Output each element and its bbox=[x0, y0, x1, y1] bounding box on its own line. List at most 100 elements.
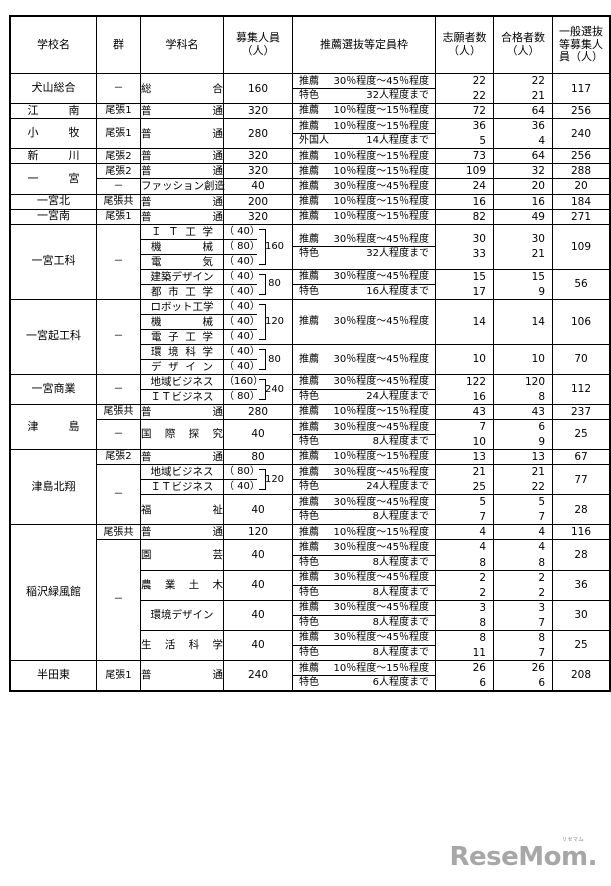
quota-label: 推薦 bbox=[299, 233, 319, 245]
quota-label: 推薦 bbox=[299, 353, 319, 365]
subject-capacity: （ 40） bbox=[223, 254, 260, 269]
col-header-capacity-line1: 募集人員 bbox=[236, 31, 280, 45]
col-header-general-line1: 一般選抜 bbox=[559, 25, 603, 39]
number-line: 21 bbox=[472, 466, 486, 479]
quota-cell: 推薦 30％程度～45％程度 特色 8人程度まで bbox=[292, 599, 436, 631]
quota-line: 推薦 30％程度～45％程度 bbox=[293, 75, 435, 89]
number-line: 2 bbox=[479, 586, 486, 599]
capacity-cell: 160 bbox=[223, 72, 293, 105]
number-line: 3 bbox=[479, 601, 486, 614]
quota-label: 推薦 bbox=[299, 376, 319, 388]
quota-label: 推薦 bbox=[299, 632, 319, 644]
spread-char: 普 bbox=[141, 451, 152, 464]
quota-value: 10％程度～15％程度 bbox=[333, 662, 429, 674]
quota-label: 推薦 bbox=[299, 542, 319, 553]
col-header-applicants: 志願者数 （人） bbox=[435, 16, 494, 74]
capacity-cell: 280 bbox=[223, 118, 293, 150]
capacity-cell: 40 bbox=[223, 539, 293, 571]
capacity-cell: 320 bbox=[223, 163, 293, 180]
quota-separator bbox=[293, 554, 435, 556]
quota-value: 30％程度～45％程度 bbox=[333, 466, 429, 478]
spread-text: 普通 bbox=[141, 406, 223, 418]
quota-label: 特色 bbox=[299, 646, 319, 658]
quota-value: 10％程度～15％程度 bbox=[333, 150, 429, 162]
spread-char: 通 bbox=[212, 127, 224, 140]
school-name-cell: 一宮商業 bbox=[10, 373, 97, 405]
spread-text: 機械 bbox=[151, 241, 213, 253]
applicants-cell: 43 bbox=[435, 403, 494, 420]
spread-text: 電気 bbox=[151, 256, 213, 268]
capacity-cell: 40 bbox=[223, 178, 293, 195]
spread-char: Ｉ bbox=[151, 225, 162, 238]
spread-text: 普通 bbox=[141, 150, 223, 162]
group-total-value: 160 bbox=[264, 240, 285, 252]
passers-cell: 120 8 bbox=[493, 373, 553, 405]
number-line: 36 bbox=[472, 120, 486, 133]
subject-capacity: （ 80） bbox=[223, 239, 260, 255]
quota-label: 推薦 bbox=[299, 466, 319, 478]
group-bracket bbox=[259, 378, 266, 400]
number-line: 5 bbox=[538, 496, 545, 509]
quota-cell: 推薦 30％程度～45％程度 bbox=[292, 343, 436, 375]
spread-char: 学 bbox=[202, 285, 213, 298]
number-line: 16 bbox=[472, 195, 486, 208]
col-header-passers: 合格者数 （人） bbox=[493, 16, 553, 74]
number-line: 15 bbox=[472, 270, 486, 283]
capacity-cell: 280 bbox=[223, 403, 293, 420]
applicants-cell: 16 bbox=[435, 193, 494, 210]
school-name-cell: 一宮 bbox=[10, 163, 97, 195]
applicants-cell: 36 5 bbox=[435, 118, 494, 150]
number-line: 10 bbox=[472, 353, 486, 366]
number-line: 17 bbox=[472, 285, 486, 298]
quota-separator bbox=[293, 479, 435, 481]
quota-line: 推薦 30％程度～45％程度 bbox=[293, 601, 435, 615]
quota-line: 推薦 30％程度～45％程度 bbox=[293, 353, 435, 367]
general-capacity-cell: 20 bbox=[552, 178, 610, 195]
general-capacity-cell: 70 bbox=[552, 343, 610, 375]
subject-subrow: デザイン （ 40） bbox=[141, 359, 292, 374]
quota-separator bbox=[293, 388, 435, 390]
quota-line: 推薦 30％程度～45％程度 bbox=[293, 631, 435, 645]
table-row: 一宮南 尾張1 普通 320 推薦 10％程度～15％程度 82 49 271 bbox=[10, 208, 610, 225]
gun-cell: 尾張1 bbox=[96, 208, 141, 225]
applicants-cell: 72 bbox=[435, 103, 494, 120]
quota-line: 推薦 10％程度～15％程度 bbox=[293, 104, 435, 118]
school-name-cell: 一宮工科 bbox=[10, 223, 97, 300]
quota-label: 推薦 bbox=[299, 165, 319, 177]
subject-cell: ファッション創造 bbox=[140, 178, 225, 195]
passers-cell: 26 6 bbox=[493, 659, 553, 692]
spread-text: 普通 bbox=[141, 105, 223, 117]
number-line: 6 bbox=[479, 677, 486, 689]
spread-text: 普通 bbox=[141, 128, 223, 140]
spread-char: 工 bbox=[185, 225, 196, 238]
quota-line: 推薦 10％程度～15％程度 bbox=[293, 165, 435, 179]
quota-label: 特色 bbox=[299, 556, 319, 568]
passers-cell: 43 bbox=[493, 403, 553, 420]
quota-value: 14人程度まで bbox=[366, 135, 429, 147]
subject-group-cell: Ｉ Ｔ 工学（ 40） 160 機械（ 80）電気（ 40） bbox=[140, 223, 293, 270]
subject-capacity: （ 40） bbox=[223, 314, 260, 330]
applicants-cell: 15 17 bbox=[435, 268, 494, 300]
quota-label: 特色 bbox=[299, 677, 319, 688]
quota-value: 10％程度～15％程度 bbox=[333, 210, 429, 222]
spread-char: 普 bbox=[141, 210, 152, 223]
quota-cell: 推薦 30％程度～45％程度 特色 32人程度まで bbox=[292, 223, 436, 270]
gun-cell: － bbox=[96, 178, 141, 195]
number-line: 4 bbox=[538, 541, 545, 554]
number-line: 5 bbox=[479, 135, 486, 148]
quota-line: 特色 8人程度まで bbox=[293, 586, 435, 600]
quota-cell: 推薦 10％程度～15％程度 bbox=[292, 208, 436, 225]
school-name-cell: 稲沢緑風館 bbox=[10, 524, 97, 661]
spread-char: 農 bbox=[141, 579, 152, 592]
quota-label: 推薦 bbox=[299, 496, 319, 508]
number-line: 43 bbox=[472, 405, 486, 418]
spread-char: 都 bbox=[151, 285, 162, 298]
general-capacity-cell: 28 bbox=[552, 539, 610, 571]
spread-char: 機 bbox=[151, 315, 162, 328]
spread-text: 一宮 bbox=[28, 172, 80, 186]
general-capacity-cell: 237 bbox=[552, 403, 610, 420]
applicants-cell: 14 bbox=[435, 298, 494, 345]
spread-char: イ bbox=[185, 360, 196, 373]
